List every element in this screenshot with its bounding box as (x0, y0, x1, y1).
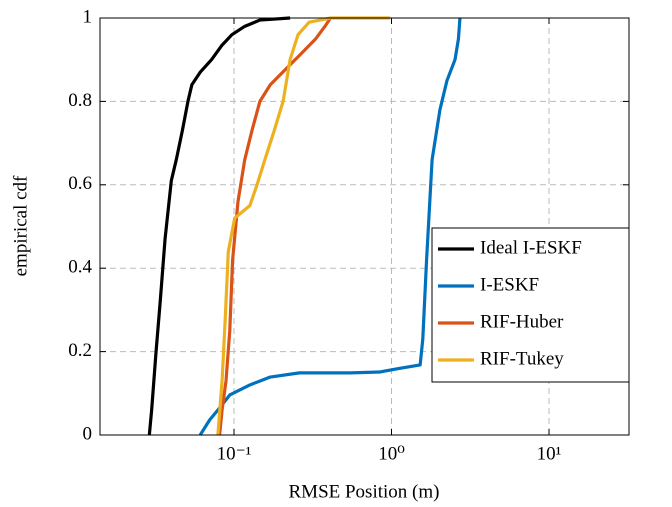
legend-label: RIF-Tukey (480, 348, 564, 369)
x-tick-label: 10⁰ (378, 443, 405, 464)
plot-frame (99, 17, 630, 436)
series-line (216, 16, 391, 436)
y-tick-label: 0.8 (68, 90, 92, 111)
x-tick-label: 10¹ (537, 443, 562, 464)
x-axis-label: RMSE Position (m) (289, 481, 440, 502)
legend-label: Ideal I-ESKF (480, 237, 582, 258)
legend-box (431, 227, 630, 383)
y-tick-label: 0.6 (68, 173, 92, 194)
y-tick-label: 0.2 (68, 340, 92, 361)
legend: Ideal I-ESKF I-ESKF RIF-Huber RIF-Tukey (431, 227, 630, 383)
y-tick-label: 0.4 (68, 257, 92, 278)
legend-label: RIF-Huber (480, 311, 564, 332)
y-axis-label: empirical cdf (10, 175, 31, 276)
series-line (217, 17, 332, 436)
legend-label: I-ESKF (480, 274, 539, 295)
y-tick-label: 0 (83, 423, 93, 444)
series-line (147, 16, 291, 436)
series-line (198, 17, 462, 436)
y-tick-label: 1 (83, 6, 93, 27)
x-tick-label: 10⁻¹ (217, 443, 252, 464)
